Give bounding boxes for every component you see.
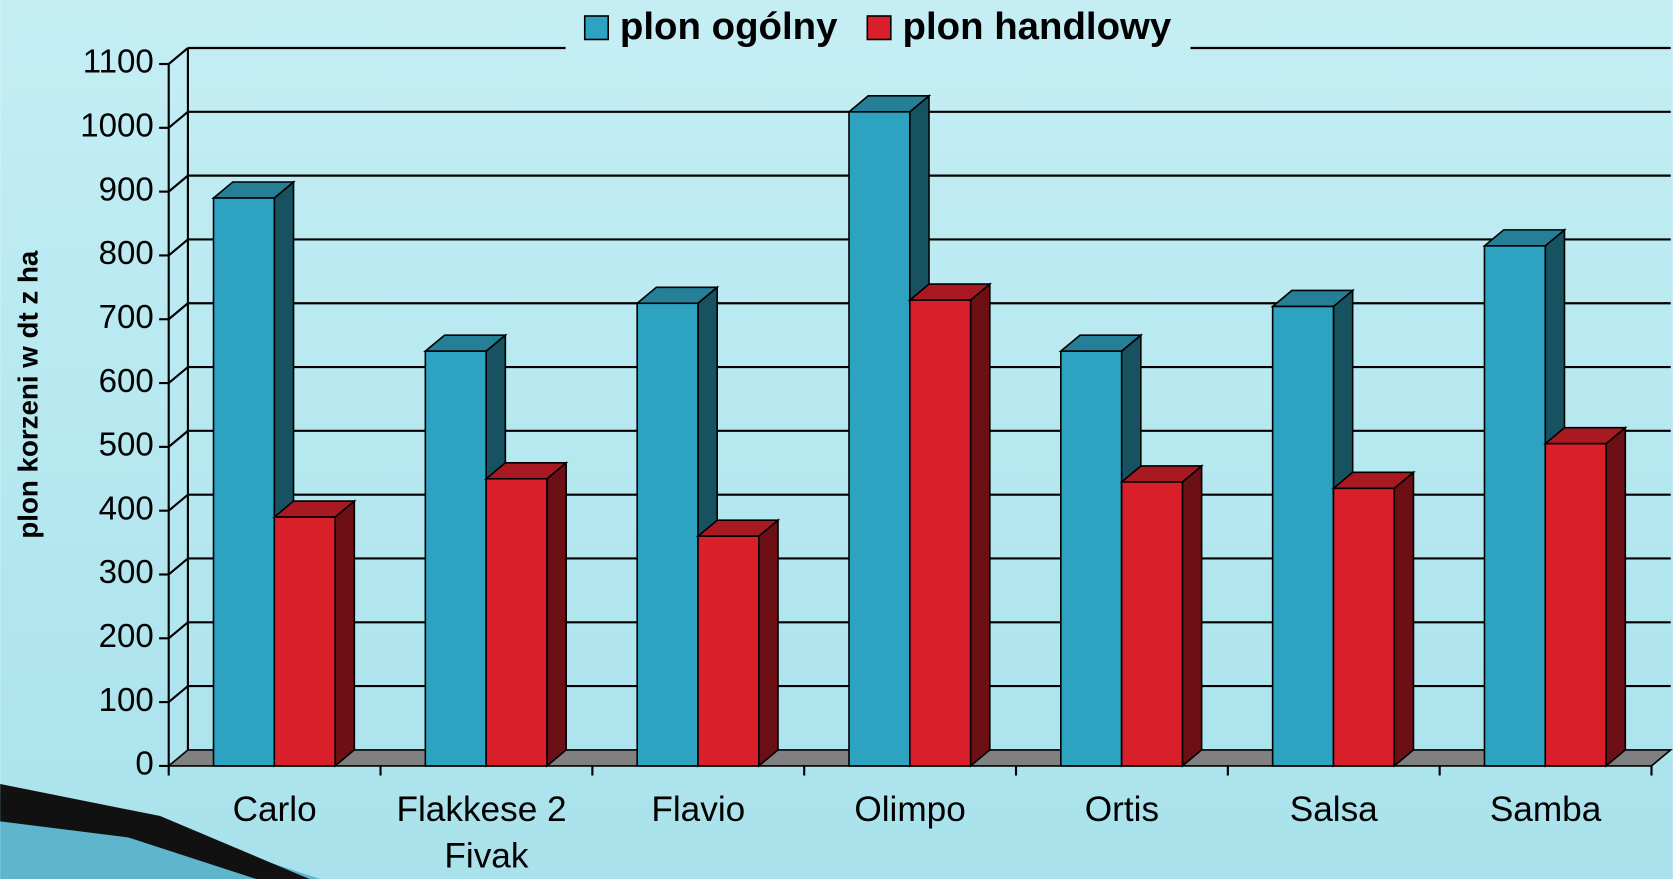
grid-line — [168, 621, 189, 640]
bar — [1119, 464, 1204, 768]
x-tick-label: Flavio — [651, 790, 745, 829]
y-tick-label: 200 — [99, 618, 154, 655]
y-tick-label: 900 — [99, 171, 154, 208]
bar-side — [969, 282, 991, 768]
grid-line — [168, 174, 189, 193]
y-tick-label: 500 — [99, 427, 154, 464]
grid-line — [168, 685, 189, 703]
bar-front — [1120, 481, 1184, 767]
bar-side — [757, 518, 779, 768]
bar-front — [485, 477, 548, 767]
grid-line — [168, 430, 189, 448]
bar — [1543, 425, 1628, 768]
y-tick-label: 0 — [135, 746, 153, 783]
x-tick-label-line: Fivak — [444, 837, 528, 876]
bar-front — [1271, 305, 1335, 767]
y-tick-label: 700 — [99, 299, 154, 336]
y-tick-label: 100 — [99, 682, 154, 719]
y-tick-label: 300 — [99, 554, 154, 591]
bar-front — [1544, 442, 1607, 767]
bar-side — [1605, 425, 1627, 768]
bar — [483, 461, 569, 768]
legend-swatch — [583, 15, 610, 41]
bar-front — [697, 535, 760, 767]
x-tick-label: Salsa — [1290, 790, 1378, 829]
grid-line — [168, 366, 189, 384]
bar-front — [1060, 350, 1123, 767]
x-tick-label: Ortis — [1085, 790, 1159, 829]
grid-line — [168, 493, 189, 512]
bar-side — [334, 499, 356, 768]
legend-swatch — [866, 15, 892, 41]
bar-front — [212, 197, 276, 767]
grid-line — [168, 238, 189, 257]
legend-label: plon handlowy — [903, 5, 1172, 48]
y-tick-label: 1100 — [83, 44, 154, 81]
bar-front — [273, 516, 336, 767]
bar — [423, 333, 508, 768]
bar-front — [848, 111, 911, 767]
y-tick-label: 600 — [99, 363, 154, 400]
bar — [907, 282, 993, 768]
bar-side — [546, 461, 567, 768]
grid-line — [168, 302, 189, 321]
x-tick-label: Samba — [1490, 790, 1602, 829]
y-tick-label: 1000 — [80, 108, 154, 145]
bar — [695, 518, 781, 768]
decoration — [0, 784, 310, 879]
bar-side — [1393, 470, 1415, 768]
legend-label: plon ogólny — [620, 5, 838, 48]
bar-front — [424, 350, 487, 767]
grid-line — [168, 110, 189, 129]
bar-front — [1332, 487, 1396, 767]
y-tick-label: 800 — [99, 235, 154, 272]
grid-line — [168, 47, 189, 65]
y-axis-label: plon korzeni w dt z ha — [12, 250, 43, 539]
bar-front — [636, 302, 699, 767]
bar — [272, 499, 357, 768]
bar — [1331, 470, 1416, 768]
y-tick-label: 400 — [99, 490, 154, 527]
x-tick-label-line: Flakkese 2 — [396, 790, 576, 829]
x-tick-label: Carlo — [233, 790, 317, 829]
legend: plon ogólny plon handlowy — [565, 0, 1191, 54]
bar-front — [1483, 245, 1547, 767]
x-tick-label: Olimpo — [854, 790, 965, 829]
grid-line — [168, 557, 189, 576]
bar-front — [909, 299, 972, 767]
x-tick-label: Flakkese 2 Fivak — [396, 790, 576, 876]
bar-side — [1181, 464, 1203, 768]
plot: 0 100 200 300 400 500 600 700 800 900 1000 1100 Carl… — [80, 0, 1673, 876]
